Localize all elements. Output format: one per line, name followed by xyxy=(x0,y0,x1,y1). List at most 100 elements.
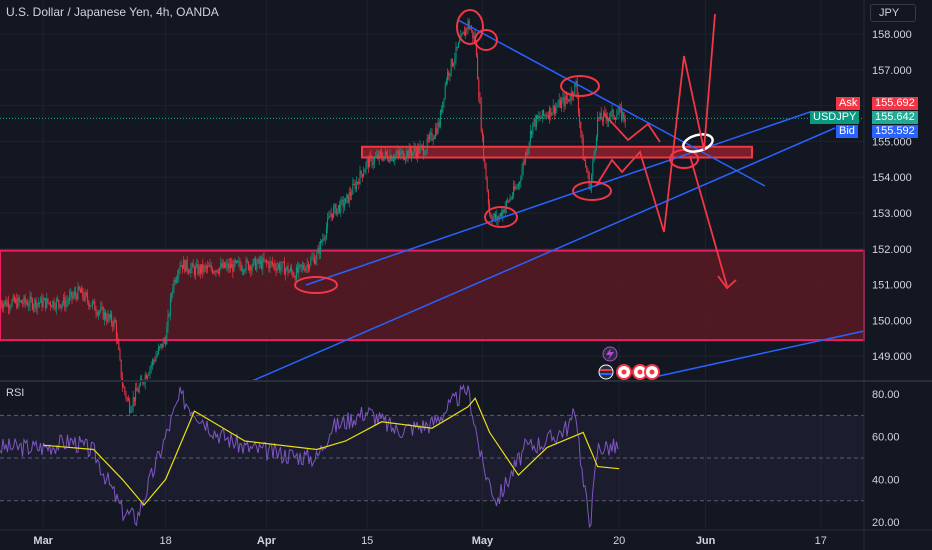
candle-body xyxy=(95,310,97,313)
candle-body xyxy=(594,147,596,155)
candle-body xyxy=(94,301,96,311)
candle-body xyxy=(557,105,559,107)
candle-body xyxy=(279,264,281,271)
candle-body xyxy=(87,294,89,302)
calendar-event-icon-dot xyxy=(637,369,643,375)
candle-body xyxy=(211,268,213,273)
candle-body xyxy=(141,379,143,381)
candle-body xyxy=(447,72,449,81)
candle-body xyxy=(37,303,39,305)
candle-body xyxy=(402,150,404,160)
candle-body xyxy=(73,292,75,296)
candle-body xyxy=(335,204,337,215)
candle-body xyxy=(133,397,135,401)
candle-body xyxy=(436,128,438,134)
candle-body xyxy=(139,379,141,386)
candle-body xyxy=(172,288,174,295)
candle-body xyxy=(528,142,530,149)
candle-body xyxy=(201,263,203,273)
time-tick-label: Apr xyxy=(257,535,277,547)
candle-body xyxy=(89,305,91,307)
candle-body xyxy=(219,267,221,273)
ask-label: Ask xyxy=(836,97,861,110)
candle-body xyxy=(325,227,327,237)
candle-body xyxy=(330,213,332,217)
rsi-title: RSI xyxy=(6,387,25,399)
candle-body xyxy=(149,367,151,374)
candle-body xyxy=(35,299,37,309)
candle-body xyxy=(339,205,341,213)
descending-trendline xyxy=(457,19,766,187)
candle-body xyxy=(348,192,350,203)
price-tick-label: 158.000 xyxy=(872,29,912,41)
candle-body xyxy=(193,267,195,275)
candle-body xyxy=(532,122,534,135)
candle-body xyxy=(117,338,119,342)
candle-body xyxy=(352,183,354,195)
candle-body xyxy=(543,110,545,116)
candle-body xyxy=(405,158,407,160)
candle-body xyxy=(439,110,441,127)
candle-body xyxy=(617,112,619,116)
candle-body xyxy=(461,33,463,36)
trend-annotations[interactable] xyxy=(251,9,865,382)
candle-body xyxy=(604,112,606,114)
candle-body xyxy=(334,204,336,208)
candle-body xyxy=(318,247,320,254)
currency-button[interactable]: JPY xyxy=(870,4,916,22)
ascending-trendline-bottom xyxy=(649,330,865,379)
candle-body xyxy=(509,197,511,202)
candle-body xyxy=(525,152,527,162)
candle-body xyxy=(376,154,378,157)
candle-body xyxy=(601,119,603,122)
candle-body xyxy=(223,262,225,268)
candle-body xyxy=(292,271,294,276)
rsi-tick-label: 40.00 xyxy=(872,474,900,486)
last-price-tag: 155.642 xyxy=(872,111,918,124)
candle-body xyxy=(221,263,223,268)
candle-body xyxy=(130,410,132,413)
candle-body xyxy=(300,264,302,267)
candle-body xyxy=(298,264,300,273)
candle-body xyxy=(397,151,399,154)
candle-body xyxy=(226,263,228,266)
candle-body xyxy=(70,291,72,296)
candle-body xyxy=(131,406,133,411)
candle-body xyxy=(283,261,285,275)
candle-body xyxy=(327,218,329,228)
price-tick-label: 150.000 xyxy=(872,315,912,327)
candle-body xyxy=(154,360,156,362)
chart-event-icons[interactable] xyxy=(598,346,660,380)
candle-body xyxy=(551,112,553,116)
candle-body xyxy=(243,270,245,272)
candle-body xyxy=(390,155,392,161)
candle-body xyxy=(72,295,74,298)
candle-body xyxy=(163,339,165,341)
candle-body xyxy=(503,209,505,213)
candle-body xyxy=(252,259,254,267)
candle-body xyxy=(555,107,557,114)
candle-body xyxy=(432,138,434,140)
candle-body xyxy=(388,159,390,162)
candle-body xyxy=(107,314,109,322)
candle-body xyxy=(499,212,501,217)
candle-body xyxy=(360,170,362,175)
candle-body xyxy=(25,302,27,304)
candle-body xyxy=(57,299,59,301)
higher-low-circle xyxy=(572,181,612,201)
candle-body xyxy=(151,360,153,366)
candle-body xyxy=(441,110,443,113)
candle-body xyxy=(333,207,335,218)
candle-body xyxy=(569,100,571,102)
projection-consolidation xyxy=(603,113,661,143)
candle-body xyxy=(153,360,155,362)
candle-body xyxy=(185,259,187,272)
candle-body xyxy=(265,260,267,263)
candle-body xyxy=(623,112,625,119)
candle-body xyxy=(618,107,620,113)
candle-body xyxy=(463,31,465,36)
candle-body xyxy=(101,307,103,309)
candle-body xyxy=(177,276,179,279)
